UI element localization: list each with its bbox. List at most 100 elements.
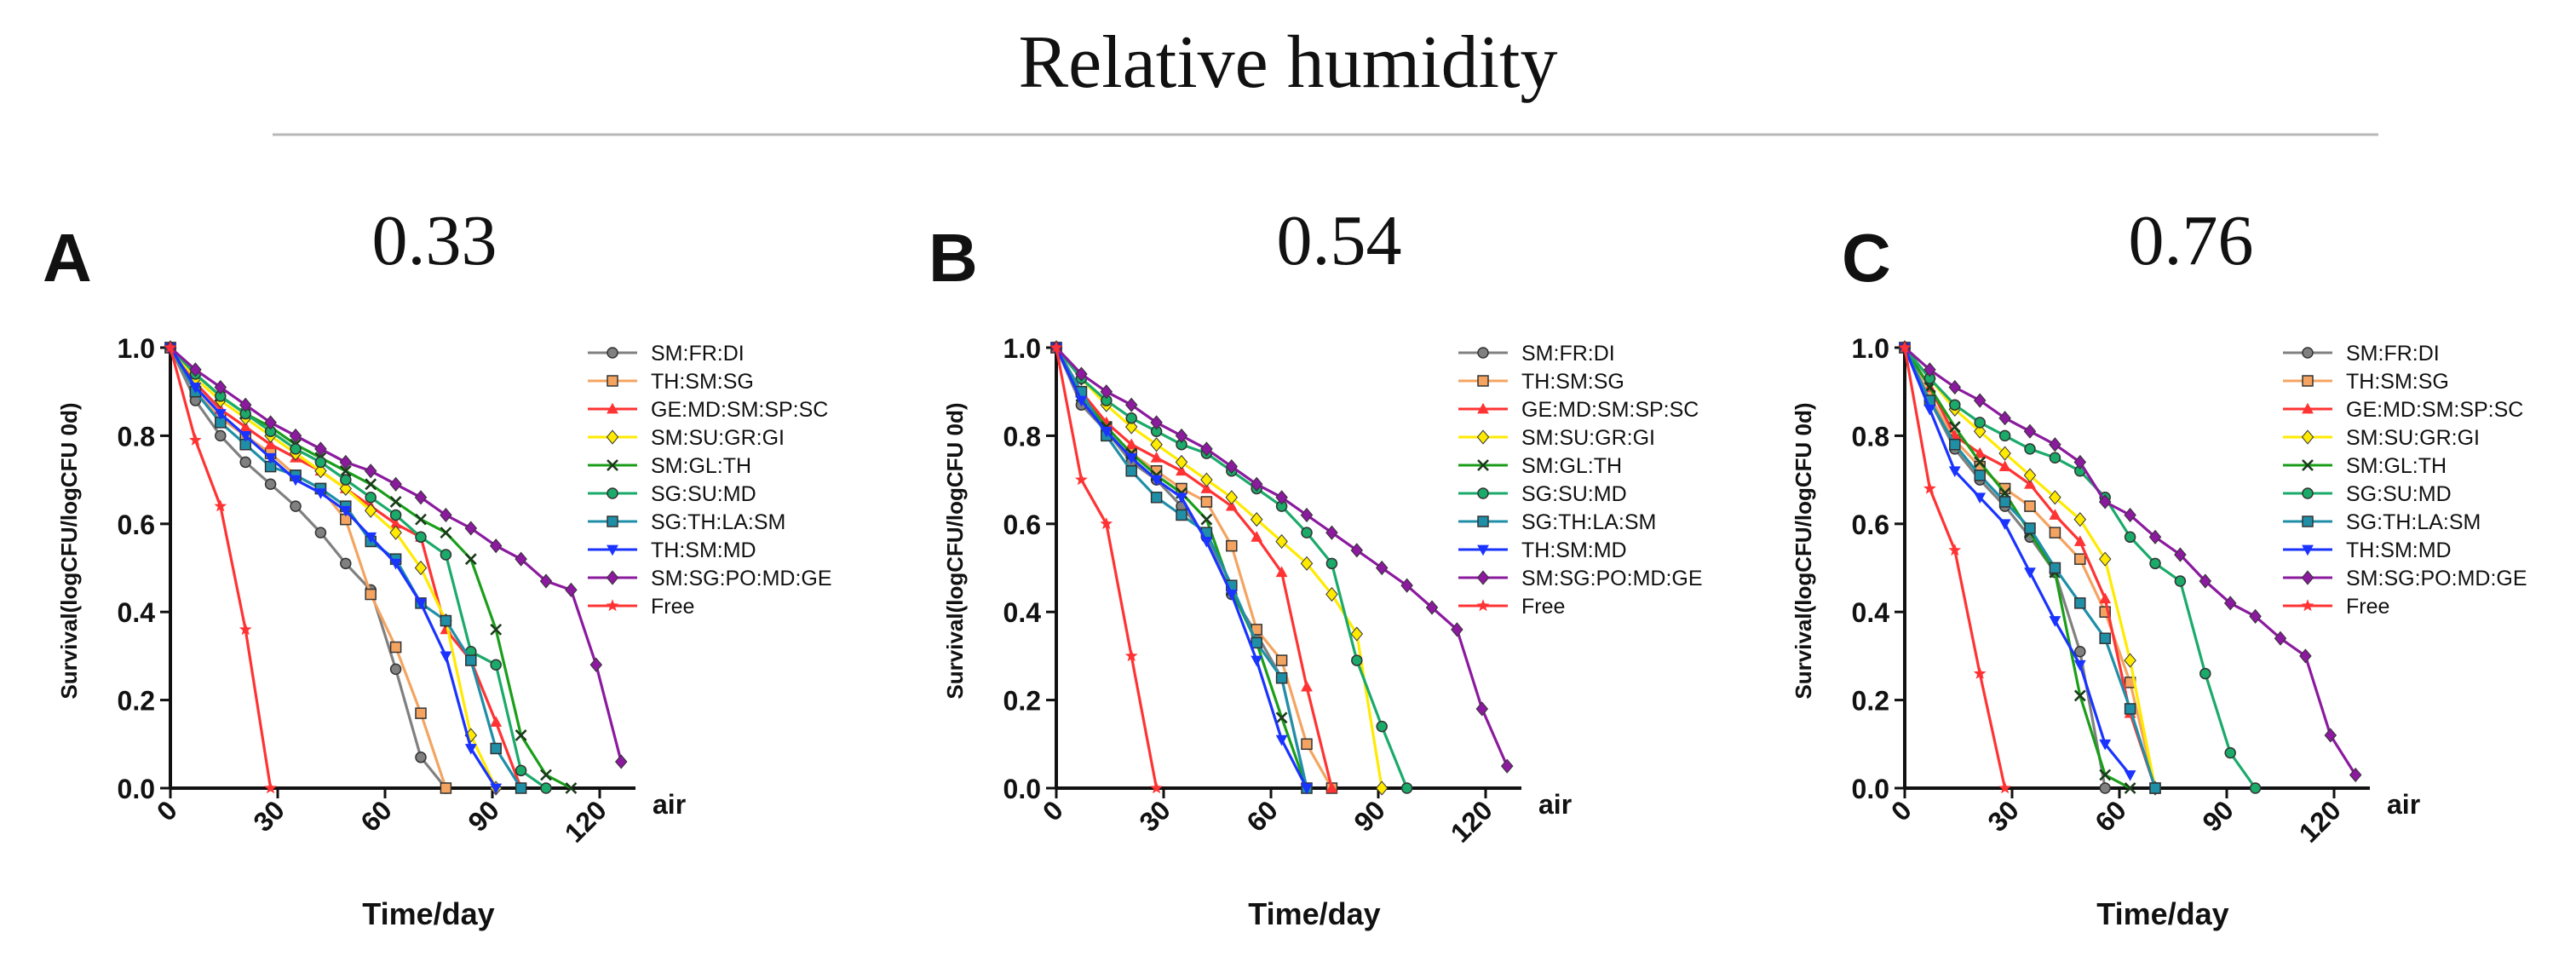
data-point [1150, 452, 1163, 463]
data-point [1998, 519, 2011, 530]
legend-marker [607, 459, 618, 471]
data-point [339, 464, 352, 477]
data-point [1275, 672, 1288, 684]
series-line [169, 346, 572, 790]
y-tick-label: 0.2 [1003, 686, 1041, 717]
data-point [2074, 597, 2086, 609]
data-point [464, 521, 478, 536]
data-point [2023, 468, 2037, 483]
data-point [314, 464, 327, 479]
data-point [2049, 452, 2061, 464]
x-tick-label: 90 [462, 794, 505, 838]
data-point [2099, 592, 2112, 604]
series-line [169, 346, 497, 789]
data-point [340, 557, 352, 570]
data-point [239, 420, 252, 432]
legend: SM:FR:DI TH:SM:SG GE:MD:SM:SP:SC SM:SU:GR:G… [588, 342, 832, 619]
data-point [1475, 701, 1489, 717]
legend-item: TH:SM:MD [588, 538, 756, 562]
series-sm-sg-po-md-ge [164, 340, 628, 769]
data-point [2324, 728, 2337, 743]
data-point [1124, 419, 1138, 435]
legend-marker [2301, 429, 2314, 445]
legend-marker [1477, 402, 1489, 414]
data-point [415, 598, 427, 610]
legend-item: SM:GL:TH [588, 454, 751, 478]
chart-panel-a: A 0.33 0.0 0.2 0.4 0.6 0.8 1.0 0 30 60 90 120 air Time… [43, 201, 832, 931]
data-point [365, 492, 377, 504]
legend-item: GE:MD:SM:SP:SC [1458, 398, 1699, 422]
panel-subtitle: 0.76 [2129, 201, 2254, 280]
data-point [1948, 379, 1962, 395]
data-point [1176, 509, 1187, 521]
data-point [215, 429, 227, 442]
legend-item: Free [1458, 595, 1565, 619]
data-point [339, 481, 353, 497]
data-point [1973, 393, 1987, 408]
data-point [1225, 499, 1238, 511]
data-point [239, 431, 252, 442]
data-point [1948, 544, 1962, 556]
data-point [314, 527, 327, 538]
data-point [1400, 782, 1413, 794]
legend-item: SG:SU:MD [1458, 482, 1627, 506]
data-point [2073, 659, 2086, 671]
data-point [1075, 395, 1088, 407]
data-point [189, 433, 202, 446]
y-tick-label: 0.0 [1003, 774, 1041, 804]
y-axis-title: Survival(logCFU/logCFU 0d) [1791, 402, 1816, 699]
data-point [1451, 622, 1463, 637]
data-point [1200, 441, 1213, 457]
data-point [389, 517, 402, 529]
data-point [1251, 531, 1263, 542]
data-point [2249, 782, 2262, 794]
data-point [365, 532, 377, 544]
legend-label: SM:FR:DI [1521, 342, 1615, 366]
legend-marker [607, 544, 618, 556]
legend-item: TH:SM:MD [1458, 538, 1627, 562]
chart-panel-c: C 0.76 0.0 0.2 0.4 0.6 0.8 1.0 0 30 60 90 120 air Time… [1791, 201, 2527, 931]
legend-marker [1476, 570, 1490, 585]
data-point [1275, 566, 1288, 578]
data-point [2049, 437, 2061, 452]
legend-label: GE:MD:SM:SP:SC [651, 398, 828, 422]
series-line [1055, 347, 1159, 789]
series-th-sm-sg [164, 342, 452, 794]
legend-marker [1477, 459, 1489, 471]
data-point [1998, 429, 2011, 442]
series-line [1055, 346, 1509, 767]
data-point [2274, 631, 2287, 646]
legend-label: TH:SM:MD [2346, 538, 2452, 562]
legend-marker [1477, 515, 1489, 527]
data-point [2149, 782, 2161, 794]
data-point [189, 362, 202, 377]
data-point [264, 438, 277, 450]
data-point [2148, 529, 2162, 544]
data-point [415, 513, 427, 526]
x-axis-title: Time/day [2096, 896, 2228, 931]
legend-label: TH:SM:MD [1521, 538, 1627, 562]
data-point [1125, 452, 1138, 464]
data-point [1948, 466, 1961, 477]
data-point [2049, 562, 2061, 574]
data-point [1376, 720, 1388, 733]
panel-label: B [929, 220, 978, 296]
y-tick-label: 1.0 [1852, 333, 1889, 364]
series-th-sm-md [1050, 343, 1313, 795]
data-point [389, 509, 402, 521]
legend-item: TH:SM:SG [2283, 370, 2449, 394]
legend-marker [1477, 347, 1489, 359]
series-free [1049, 341, 1163, 794]
data-point [1998, 460, 2011, 471]
data-point [2073, 454, 2087, 469]
y-tick-label: 1.0 [1003, 333, 1041, 364]
data-point [2073, 512, 2087, 527]
figure-title: Relative humidity [1018, 21, 1557, 104]
data-point [1375, 780, 1389, 796]
data-point [2049, 527, 2061, 538]
data-point [290, 443, 302, 455]
data-point [2073, 689, 2086, 702]
y-axis-title: Survival(logCFU/logCFU 0d) [942, 402, 968, 699]
series-sm-sg-po-md-ge [1898, 340, 2362, 783]
data-point [2124, 770, 2136, 781]
